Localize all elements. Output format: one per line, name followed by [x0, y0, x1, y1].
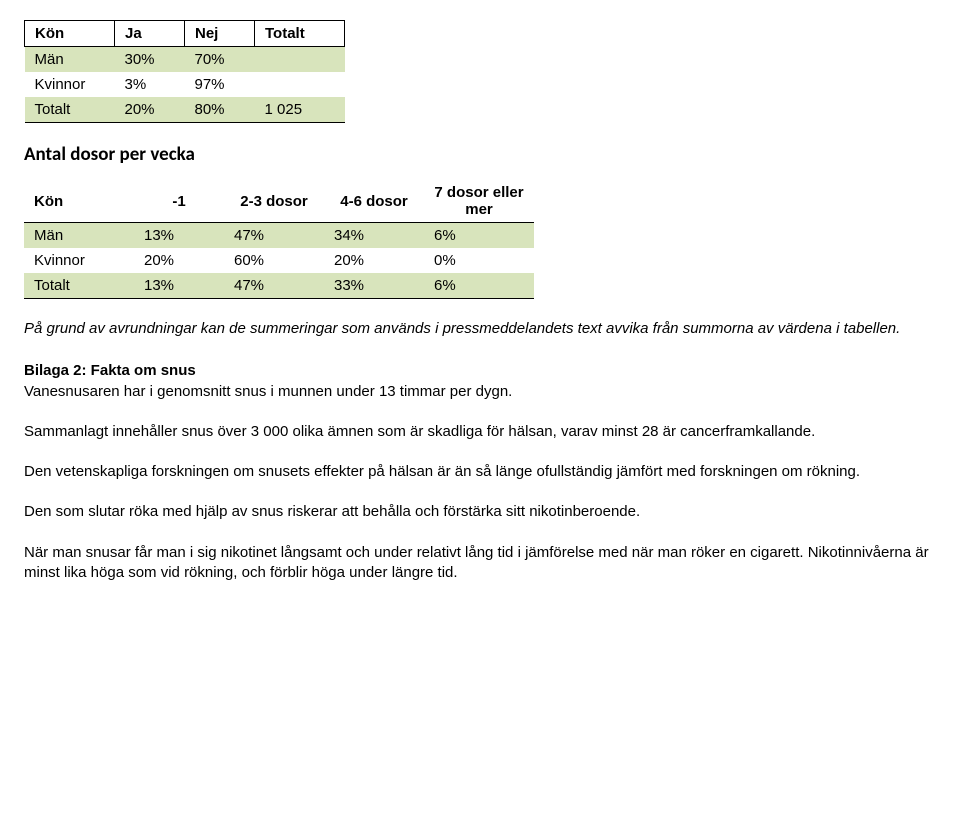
cell: Kvinnor: [25, 72, 115, 97]
cell: [255, 72, 345, 97]
cell: 20%: [115, 97, 185, 123]
cell: 70%: [185, 47, 255, 73]
cell: 6%: [424, 273, 534, 299]
cell: 80%: [185, 97, 255, 123]
cell: 20%: [134, 248, 224, 273]
cell: 47%: [224, 223, 324, 249]
th-4-6: 4-6 dosor: [324, 180, 424, 223]
table-row: Totalt 20% 80% 1 025: [25, 97, 345, 123]
section-heading-dosor: Antal dosor per vecka: [24, 143, 936, 166]
th-2-3: 2-3 dosor: [224, 180, 324, 223]
table-row: Män 30% 70%: [25, 47, 345, 73]
cell: Totalt: [24, 273, 134, 299]
cell: 34%: [324, 223, 424, 249]
cell: 6%: [424, 223, 534, 249]
cell: 13%: [134, 223, 224, 249]
cell: 47%: [224, 273, 324, 299]
table-row: Totalt 13% 47% 33% 6%: [24, 273, 534, 299]
th-minus1: -1: [134, 180, 224, 223]
rounding-note: På grund av avrundningar kan de summerin…: [24, 319, 936, 339]
cell: 13%: [134, 273, 224, 299]
th-kon2: Kön: [24, 180, 134, 223]
cell: Kvinnor: [24, 248, 134, 273]
cell: 1 025: [255, 97, 345, 123]
th-7plus: 7 dosor eller mer: [424, 180, 534, 223]
dosor-per-vecka-table: Kön -1 2-3 dosor 4-6 dosor 7 dosor eller…: [24, 180, 534, 299]
paragraph-5: När man snusar får man i sig nikotinet l…: [24, 543, 936, 584]
paragraph-3: Den vetenskapliga forskningen om snusets…: [24, 462, 936, 482]
cell: 30%: [115, 47, 185, 73]
paragraph-2: Sammanlagt innehåller snus över 3 000 ol…: [24, 422, 936, 442]
gender-yesno-table: Kön Ja Nej Totalt Män 30% 70% Kvinnor 3%…: [24, 20, 345, 123]
cell: [255, 47, 345, 73]
table-row: Män 13% 47% 34% 6%: [24, 223, 534, 249]
cell: 0%: [424, 248, 534, 273]
cell: Män: [24, 223, 134, 249]
cell: Män: [25, 47, 115, 73]
paragraph-1: Vanesnusaren har i genomsnitt snus i mun…: [24, 383, 512, 400]
th-totalt: Totalt: [255, 21, 345, 47]
cell: Totalt: [25, 97, 115, 123]
table-row: Kvinnor 3% 97%: [25, 72, 345, 97]
bilaga-block: Bilaga 2: Fakta om snus Vanesnusaren har…: [24, 361, 936, 402]
cell: 3%: [115, 72, 185, 97]
cell: 97%: [185, 72, 255, 97]
th-kon: Kön: [25, 21, 115, 47]
th-ja: Ja: [115, 21, 185, 47]
bilaga-heading: Bilaga 2: Fakta om snus: [24, 362, 196, 379]
table-row: Kvinnor 20% 60% 20% 0%: [24, 248, 534, 273]
paragraph-4: Den som slutar röka med hjälp av snus ri…: [24, 502, 936, 522]
cell: 33%: [324, 273, 424, 299]
th-nej: Nej: [185, 21, 255, 47]
cell: 60%: [224, 248, 324, 273]
cell: 20%: [324, 248, 424, 273]
